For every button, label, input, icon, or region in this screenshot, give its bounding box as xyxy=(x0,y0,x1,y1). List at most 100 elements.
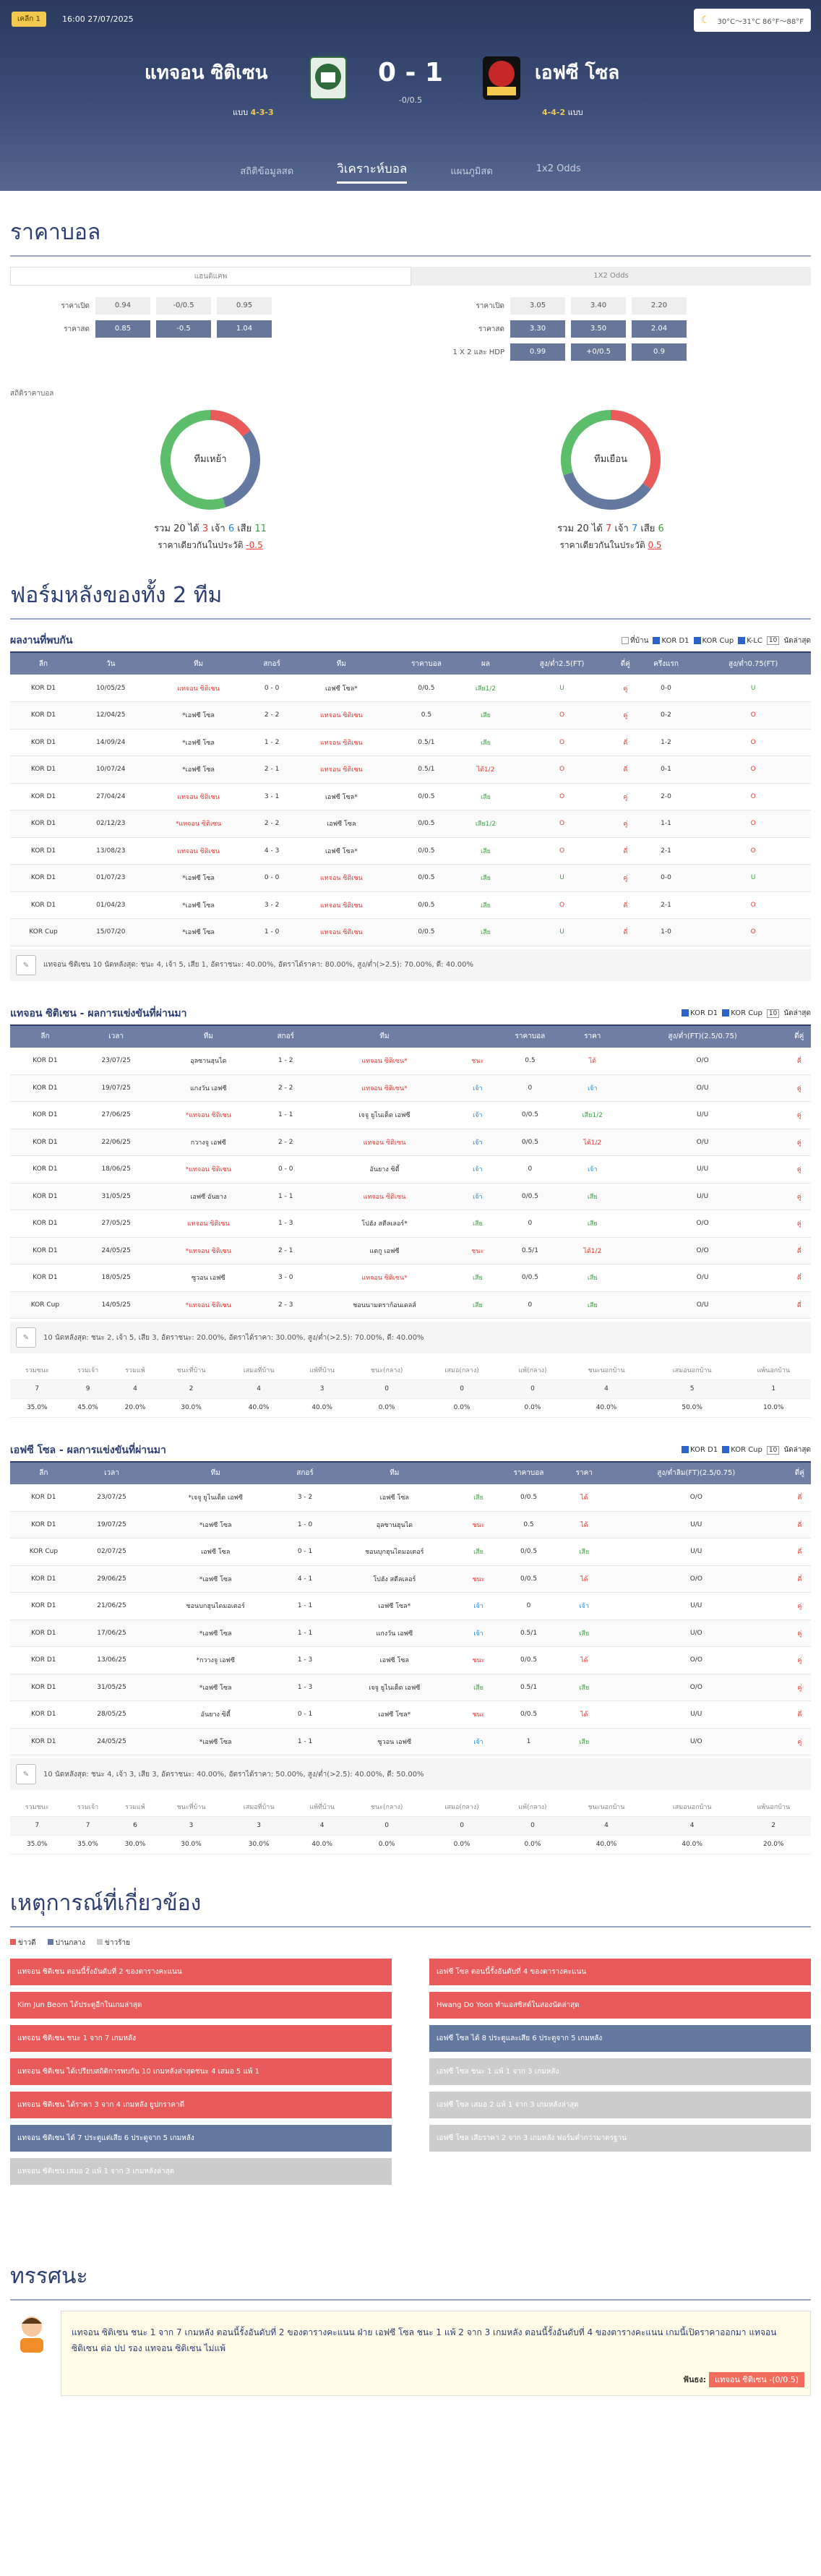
stat-cell: 30.0% xyxy=(111,1835,159,1854)
table-cell: 31/05/25 xyxy=(77,1674,147,1701)
column-header xyxy=(463,1462,494,1484)
stat-cell: 4 xyxy=(564,1379,648,1399)
table-row: KOR D1 10/05/25 แทจอน ซิติเซน 0 - 0 เอฟซี โซ… xyxy=(10,675,811,702)
stat-cell: เสมอที่บ้าน xyxy=(223,1361,294,1380)
table-cell: ชนะ xyxy=(462,1237,493,1265)
home-donut: ทีมเหย้า รวม 20 ได้ 3 เจ้า 6 เสีย 11 ราค… xyxy=(10,409,410,552)
stat-cell: 2 xyxy=(158,1379,224,1399)
stat-cell: 35.0% xyxy=(64,1835,112,1854)
away-recent-title: เอฟซี โซล - ผลการแข่งขันที่ผ่านมา xyxy=(10,1444,166,1456)
column-header: ลีก xyxy=(10,1462,77,1484)
handicap-odds: ราคาเปิด 0.94 -0/0.5 0.95 ราคาสด 0.85 -0.5 1.0… xyxy=(10,297,396,367)
table-cell: O/O xyxy=(617,1237,788,1265)
table-cell: เสีย xyxy=(462,1210,493,1238)
event-item: เอฟซี โซล ชนะ 1 แพ้ 1 จาก 3 เกมหลัง xyxy=(429,2058,811,2085)
table-cell: *เจจู ยูไนเต็ด เอฟซี xyxy=(146,1484,285,1512)
stat-cell: 20.0% xyxy=(736,1835,811,1854)
h2h-title: ผลงานที่พบกัน xyxy=(10,635,73,646)
stat-cell: 0.0% xyxy=(423,1835,501,1854)
away-team-name[interactable]: เอฟซี โซล xyxy=(535,62,620,84)
table-cell: 23/07/25 xyxy=(77,1484,147,1512)
home-only-checkbox[interactable] xyxy=(622,636,629,644)
table-cell: *กวางจู เอฟซี xyxy=(146,1646,285,1674)
table-cell: 1 - 1 xyxy=(285,1592,325,1620)
table-row: KOR D1 29/06/25 *เอฟซี โซล 4 - 1 โปฮัง สตีลเ… xyxy=(10,1565,811,1593)
tab-1x2-odds[interactable]: 1x2 Odds xyxy=(536,163,581,174)
column-header: ทีม xyxy=(306,1025,463,1048)
tab-live-chart[interactable]: แผนภูมิสด xyxy=(450,166,493,177)
table-cell: O xyxy=(695,837,811,865)
table-cell: 0/0.5 xyxy=(493,1646,564,1674)
table-cell: 0-0 xyxy=(636,675,696,702)
table-cell: 0 xyxy=(492,1074,567,1102)
table-cell: O xyxy=(510,891,614,919)
odds-tab-1x2[interactable]: 1X2 Odds xyxy=(593,272,629,280)
kor-cup-checkbox[interactable] xyxy=(722,1009,730,1017)
kor-cup-checkbox[interactable] xyxy=(722,1446,730,1453)
table-cell: คี่ xyxy=(788,1511,811,1539)
kor-cup-checkbox[interactable] xyxy=(693,636,701,644)
table-cell: คู่ xyxy=(788,1592,811,1620)
table-cell: 0.5/1 xyxy=(391,756,462,784)
table-cell: KOR D1 xyxy=(10,1047,80,1075)
table-cell: 02/07/25 xyxy=(77,1538,147,1566)
table-cell: 24/05/25 xyxy=(79,1237,152,1265)
table-cell: 31/05/25 xyxy=(79,1183,152,1210)
stat-cell: แพ้นอกบ้าน xyxy=(736,1361,811,1380)
table-cell: *เอฟซี โซล xyxy=(145,701,252,729)
table-cell: คู่ xyxy=(787,1129,811,1156)
table-row: KOR D1 14/09/24 *เอฟซี โซล 1 - 2 แทจอน ซิติเ… xyxy=(10,729,811,756)
table-cell: เจ้า xyxy=(462,1101,493,1129)
klc-checkbox[interactable] xyxy=(738,636,746,644)
table-cell: เจ้า xyxy=(564,1592,604,1620)
column-header xyxy=(462,1025,493,1048)
column-header: ทีม xyxy=(324,1462,464,1484)
kor-d1-checkbox[interactable] xyxy=(653,636,661,644)
table-row: KOR D1 27/05/25 แทจอน ซิติเซน 1 - 3 โปฮัง สต… xyxy=(10,1210,811,1238)
table-cell: 24/05/25 xyxy=(77,1728,147,1755)
table-cell: เสีย1/2 xyxy=(567,1101,618,1129)
count-select[interactable]: 10 xyxy=(766,636,780,645)
table-cell: 0.5 xyxy=(492,1047,567,1075)
stat-cell: 10.0% xyxy=(736,1398,811,1418)
tab-analysis[interactable]: วิเคราะห์บอล xyxy=(337,159,408,184)
stat-cell: รวมเจ้า xyxy=(64,1797,112,1817)
table-cell: โปฮัง สตีลเลอร์* xyxy=(306,1210,463,1238)
table-cell: 1 - 1 xyxy=(265,1101,307,1129)
kor-d1-checkbox[interactable] xyxy=(682,1446,689,1453)
count-select[interactable]: 10 xyxy=(766,1009,780,1018)
kor-d1-checkbox[interactable] xyxy=(682,1009,689,1017)
column-header: ราคาบอล xyxy=(391,653,462,675)
table-cell: 27/05/25 xyxy=(79,1210,152,1238)
table-cell: KOR D1 xyxy=(10,1264,80,1292)
odds-tab-handicap[interactable]: แฮนดิแคพ xyxy=(10,267,411,286)
column-header: ราคา xyxy=(567,1025,618,1048)
table-cell: *เอฟซี โซล xyxy=(145,864,252,892)
home-team-name[interactable]: แทจอน ซิติเซน xyxy=(145,62,268,84)
table-cell: คู่ xyxy=(788,1728,811,1755)
odds-title: ราคาบอล xyxy=(10,205,811,257)
table-cell: 0 xyxy=(492,1291,567,1319)
table-cell: เสีย1/2 xyxy=(461,810,510,838)
table-cell: เสีย xyxy=(567,1183,618,1210)
tab-live-stats[interactable]: สถิติข้อมูลสด xyxy=(240,166,294,177)
table-row: KOR D1 21/06/25 ชอนบกฮุนไดมอเตอร์ 1 - 1 เอฟซ… xyxy=(10,1592,811,1620)
table-cell: O xyxy=(510,701,614,729)
league-badge[interactable]: เคลีก 1 xyxy=(12,12,46,27)
stat-cell: 3 xyxy=(293,1379,351,1399)
table-cell: เสีย xyxy=(564,1728,604,1755)
stat-cell: ชนะที่บ้าน xyxy=(158,1797,224,1817)
stat-cell: 0 xyxy=(423,1379,501,1399)
home-donut-label: ทีมเหย้า xyxy=(194,454,227,465)
table-cell: ได้ xyxy=(567,1047,618,1075)
stat-cell: 4 xyxy=(648,1816,736,1836)
home-recent-title: แทจอน ซิติเซน - ผลการแข่งขันที่ผ่านมา xyxy=(10,1007,187,1019)
stat-cell: 50.0% xyxy=(648,1398,736,1418)
stat-cell: รวมแพ้ xyxy=(111,1797,159,1817)
opinion-box: แทจอน ซิติเซน ชนะ 1 จาก 7 เกมหลัง ตอนนี้… xyxy=(61,2310,811,2396)
stat-cell: แพ้(กลาง) xyxy=(500,1797,565,1817)
table-cell: O xyxy=(510,810,614,838)
event-item: แทจอน ซิติเซน ได้ราคา 3 จาก 4 เกมหลัง ยู… xyxy=(10,2091,392,2118)
count-select[interactable]: 10 xyxy=(766,1445,780,1455)
stat-cell: ชนะนอกบ้าน xyxy=(564,1797,648,1817)
